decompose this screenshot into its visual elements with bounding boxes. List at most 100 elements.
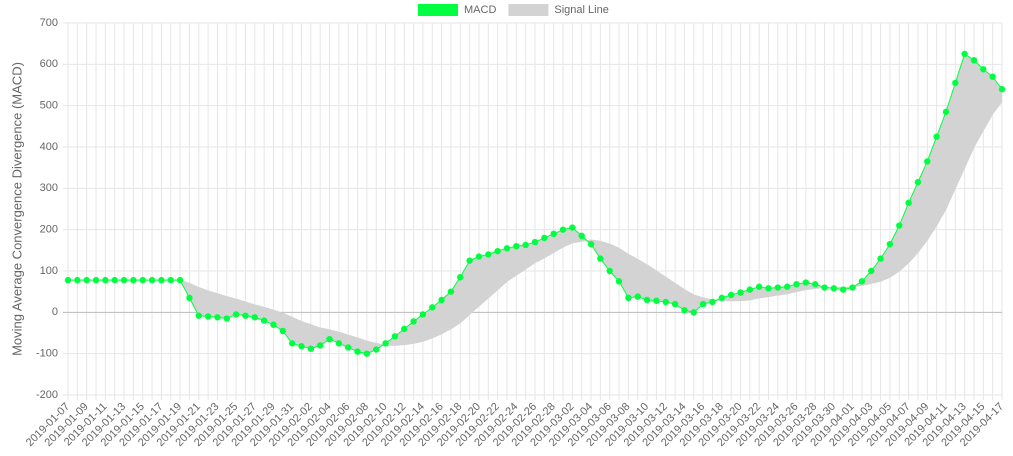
- data-point: [690, 309, 697, 316]
- data-point: [924, 158, 931, 165]
- data-point: [727, 291, 735, 299]
- data-point: [569, 224, 576, 231]
- data-point: [158, 276, 165, 284]
- data-point: [298, 343, 305, 350]
- legend-label: Signal Line: [554, 4, 608, 16]
- data-point: [167, 276, 174, 284]
- data-point: [494, 247, 501, 255]
- data-point: [681, 307, 688, 314]
- data-point: [802, 279, 810, 286]
- data-point: [755, 283, 763, 290]
- data-point: [877, 255, 884, 262]
- y-tick-label: 300: [40, 182, 58, 194]
- y-tick-label: 400: [40, 141, 58, 153]
- data-point: [961, 50, 968, 58]
- data-point: [260, 317, 268, 324]
- data-point: [401, 325, 408, 333]
- data-point: [354, 348, 361, 355]
- data-point: [812, 281, 819, 288]
- data-point: [709, 298, 716, 306]
- data-point: [503, 245, 511, 252]
- data-point: [83, 276, 90, 284]
- data-point: [214, 314, 221, 321]
- data-point: [391, 333, 399, 340]
- y-tick-label: -200: [36, 389, 58, 401]
- data-point: [783, 283, 791, 290]
- y-tick-label: 700: [40, 17, 58, 29]
- data-point: [204, 313, 212, 320]
- legend-label: MACD: [464, 4, 496, 16]
- data-point: [531, 238, 539, 246]
- data-point: [102, 276, 109, 284]
- y-tick-label: 500: [40, 100, 58, 112]
- data-point: [914, 178, 922, 186]
- legend-swatch: [418, 4, 458, 16]
- y-tick-label: 600: [40, 58, 58, 70]
- data-point: [868, 267, 875, 275]
- data-point: [326, 336, 333, 343]
- legend-swatch: [508, 4, 549, 16]
- data-point: [438, 296, 445, 304]
- data-point: [307, 345, 315, 352]
- data-point: [699, 300, 707, 308]
- data-point: [587, 240, 595, 248]
- data-point: [905, 199, 912, 206]
- data-point: [840, 286, 847, 293]
- data-point: [195, 312, 202, 319]
- data-point: [774, 284, 782, 291]
- data-point: [625, 294, 632, 302]
- data-point: [597, 255, 604, 262]
- data-point: [550, 230, 557, 237]
- data-point: [634, 293, 641, 300]
- data-point: [176, 276, 184, 284]
- y-tick-label: 100: [40, 265, 58, 277]
- data-point: [111, 276, 118, 284]
- data-point: [606, 267, 613, 275]
- data-point: [457, 274, 464, 281]
- data-point: [120, 276, 128, 284]
- data-point: [559, 226, 567, 233]
- data-point: [746, 286, 754, 293]
- data-point: [578, 232, 585, 240]
- data-point: [615, 278, 623, 285]
- data-point: [989, 73, 996, 80]
- data-point: [485, 251, 492, 258]
- data-point: [270, 321, 277, 328]
- data-point: [933, 133, 940, 140]
- data-point: [130, 276, 137, 284]
- data-point: [858, 278, 866, 285]
- data-point: [671, 300, 679, 308]
- data-point: [74, 276, 81, 284]
- data-point: [316, 342, 324, 349]
- data-point: [232, 311, 240, 318]
- data-point: [92, 276, 100, 284]
- data-point: [251, 314, 258, 321]
- data-point: [821, 284, 828, 291]
- data-point: [186, 294, 193, 302]
- data-point: [223, 315, 230, 322]
- data-point: [952, 79, 959, 87]
- data-point: [447, 288, 455, 295]
- data-point: [737, 289, 744, 296]
- data-point: [466, 257, 473, 264]
- data-point: [522, 241, 529, 249]
- data-point: [419, 311, 427, 318]
- data-point: [643, 296, 651, 304]
- data-point: [896, 222, 903, 229]
- data-point: [475, 253, 483, 260]
- data-point: [139, 276, 146, 284]
- data-point: [363, 350, 371, 357]
- data-point: [279, 327, 287, 335]
- series-line: [68, 101, 1003, 346]
- data-point: [429, 304, 436, 311]
- data-point: [345, 344, 352, 351]
- data-point: [793, 281, 800, 288]
- data-point: [942, 108, 950, 116]
- data-point: [886, 240, 894, 248]
- data-point: [849, 284, 856, 291]
- data-point: [718, 294, 725, 302]
- data-point: [830, 285, 838, 292]
- y-tick-label: 0: [52, 306, 58, 318]
- data-point: [998, 85, 1006, 93]
